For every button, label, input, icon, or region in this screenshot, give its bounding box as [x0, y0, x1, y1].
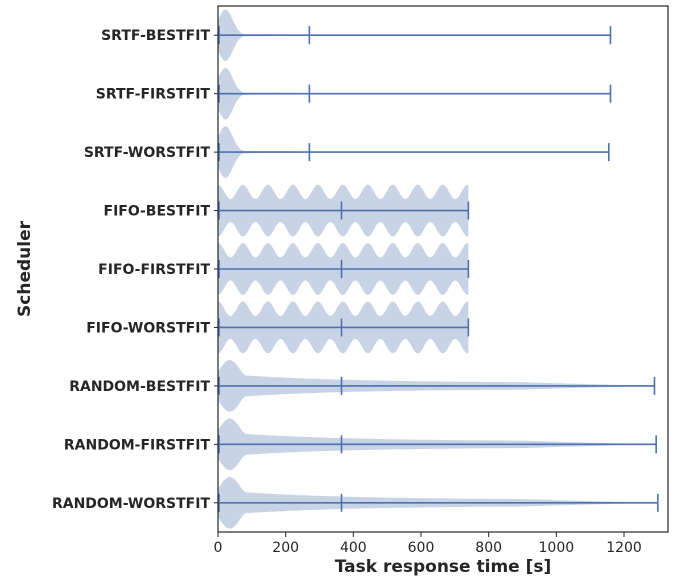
y-category-label: RANDOM-FIRSTFIT [64, 437, 211, 453]
y-axis-categories: SRTF-BESTFIT SRTF-FIRSTFIT SRTF-WORSTFIT FI… [52, 28, 218, 512]
y-category-label: RANDOM-BESTFIT [69, 379, 210, 395]
y-category-label: SRTF-BESTFIT [101, 28, 210, 44]
y-category-label: SRTF-FIRSTFIT [96, 87, 211, 103]
stat-lines-layer [218, 26, 659, 512]
y-category-label: FIFO-FIRSTFIT [98, 262, 210, 278]
x-tick-label: 0 [214, 540, 223, 556]
x-axis-ticks: 0 200 400 600 800 1000 1200 [214, 532, 642, 556]
x-axis-title: Task response time [s] [335, 557, 552, 577]
y-category-label: FIFO-BESTFIT [104, 204, 211, 220]
x-tick-label: 400 [340, 540, 367, 556]
y-category-label: FIFO-WORSTFIT [86, 320, 210, 336]
y-axis-title: Scheduler [15, 220, 35, 317]
x-tick-label: 1000 [539, 540, 575, 556]
y-category-label: RANDOM-WORSTFIT [52, 496, 210, 512]
x-tick-label: 600 [408, 540, 435, 556]
x-tick-label: 800 [475, 540, 502, 556]
x-tick-label: 200 [272, 540, 299, 556]
y-category-label: SRTF-WORSTFIT [84, 145, 211, 161]
x-tick-label: 1200 [606, 540, 642, 556]
